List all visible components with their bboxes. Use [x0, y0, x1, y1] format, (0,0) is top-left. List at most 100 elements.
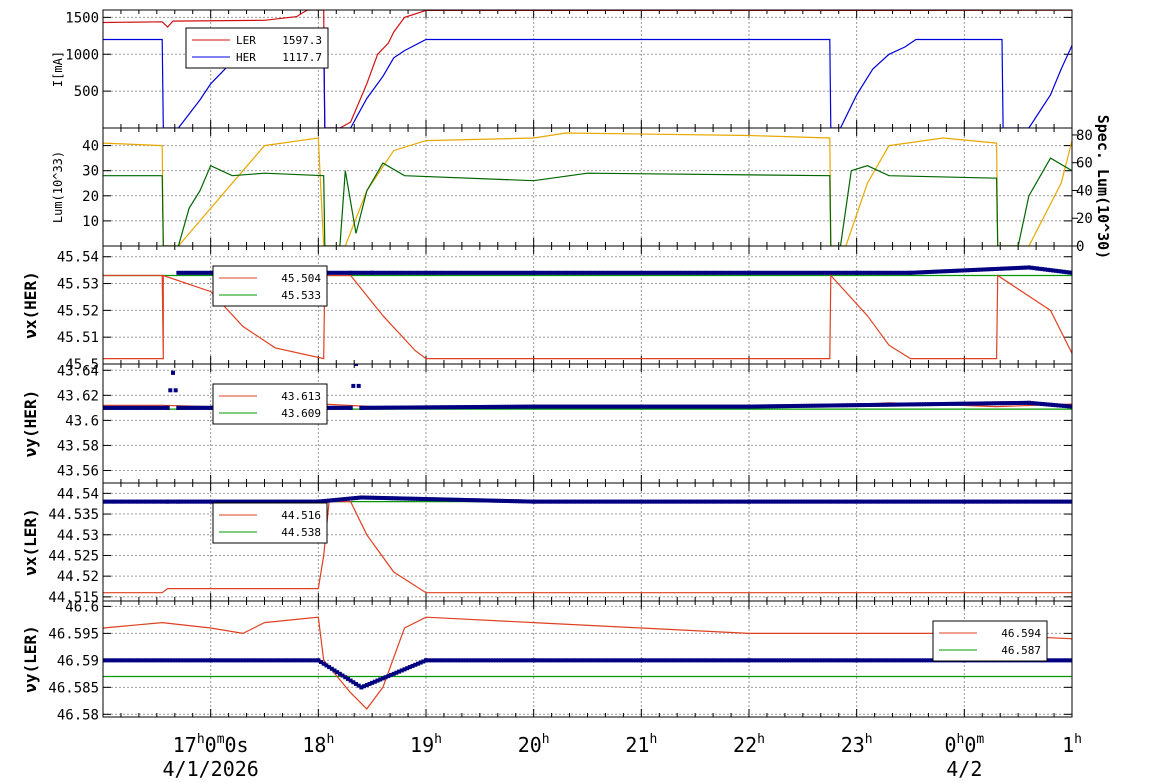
tune-point	[200, 499, 205, 504]
tune-point	[878, 658, 883, 663]
tune-point	[1070, 404, 1072, 409]
tune-point	[730, 658, 735, 663]
tune-point	[467, 658, 472, 663]
time-tick-label: 21h	[625, 732, 657, 757]
tune-point	[658, 499, 663, 504]
tune-point	[273, 658, 278, 663]
tune-point	[456, 270, 461, 275]
tune-point	[612, 658, 617, 663]
tune-point	[747, 658, 751, 663]
tune-point	[321, 661, 326, 666]
tune-point	[838, 403, 843, 408]
tune-point	[265, 658, 270, 663]
tune-point	[418, 496, 423, 501]
tune-point	[873, 658, 878, 663]
tune-point	[391, 270, 396, 275]
tune-point	[693, 658, 698, 663]
tune-point	[757, 658, 762, 663]
tune-point	[445, 405, 450, 410]
tune-point	[768, 270, 773, 275]
tune-point	[542, 499, 547, 504]
tune-point	[690, 270, 695, 275]
tune-point	[795, 499, 800, 504]
tune-point	[1067, 499, 1072, 504]
y-axis-label: νx(LER)	[21, 508, 40, 575]
tune-point	[822, 499, 827, 504]
tune-point	[870, 658, 875, 663]
tune-point	[617, 499, 622, 504]
tune-point	[461, 270, 466, 275]
tune-point	[464, 270, 469, 275]
tune-point	[399, 496, 404, 501]
tune-point	[803, 270, 808, 275]
tune-point	[421, 270, 426, 275]
y-tick-label: 46.58	[57, 707, 99, 723]
tune-point	[440, 270, 445, 275]
tune-point	[728, 270, 733, 275]
tune-point	[784, 270, 789, 275]
tune-point	[227, 499, 232, 504]
tune-point	[267, 658, 272, 663]
tune-point	[693, 270, 698, 275]
tune-point	[485, 498, 490, 503]
tune-point	[472, 498, 477, 503]
tune-point	[609, 404, 614, 409]
tune-point	[658, 404, 663, 409]
tune-point	[429, 270, 434, 275]
tune-point	[402, 270, 407, 275]
tune-point	[569, 658, 574, 663]
tune-point	[580, 499, 585, 504]
tune-point	[857, 499, 862, 504]
tune-point	[389, 496, 394, 501]
tune-point	[1018, 499, 1023, 504]
tune-point	[658, 658, 663, 663]
tune-point	[628, 658, 633, 663]
tune-point	[246, 658, 251, 663]
tune-point	[946, 401, 951, 406]
tune-point	[362, 495, 367, 500]
tune-point	[612, 270, 617, 275]
tune-point	[111, 405, 116, 410]
tune-point	[566, 270, 571, 275]
tune-point	[302, 658, 307, 663]
tune-point	[981, 499, 986, 504]
tune-point	[348, 270, 353, 275]
tune-point	[157, 499, 162, 504]
tune-point	[655, 499, 660, 504]
tune-point	[722, 270, 727, 275]
tune-point	[442, 497, 447, 502]
tune-point	[994, 401, 999, 406]
tune-point	[819, 403, 824, 408]
tune-point	[211, 499, 216, 504]
tune-point	[162, 658, 167, 663]
tune-point	[633, 658, 638, 663]
time-value: 0	[964, 733, 976, 757]
tune-point	[889, 499, 894, 504]
tune-point	[814, 270, 819, 275]
tune-point	[432, 405, 437, 410]
tune-point	[173, 499, 178, 504]
tune-point	[493, 658, 498, 663]
tune-point	[281, 499, 286, 504]
tune-point	[838, 270, 843, 275]
tune-point	[510, 658, 515, 663]
tune-point	[555, 499, 560, 504]
tune-point	[655, 270, 660, 275]
tune-point	[531, 658, 536, 663]
tune-point	[973, 499, 978, 504]
tune-point	[811, 658, 816, 663]
tune-point	[752, 404, 757, 409]
tune-point	[316, 499, 321, 504]
tune-point	[413, 270, 418, 275]
tune-point	[975, 401, 980, 406]
time-unit: m	[976, 732, 984, 747]
tune-point	[518, 404, 523, 409]
tune-point	[1064, 658, 1069, 663]
tune-point	[106, 405, 111, 410]
tune-point	[598, 270, 603, 275]
tune-point	[351, 383, 356, 388]
tune-point	[698, 658, 703, 663]
tune-point	[870, 499, 875, 504]
tune-point	[633, 404, 638, 409]
tune-point	[254, 499, 259, 504]
